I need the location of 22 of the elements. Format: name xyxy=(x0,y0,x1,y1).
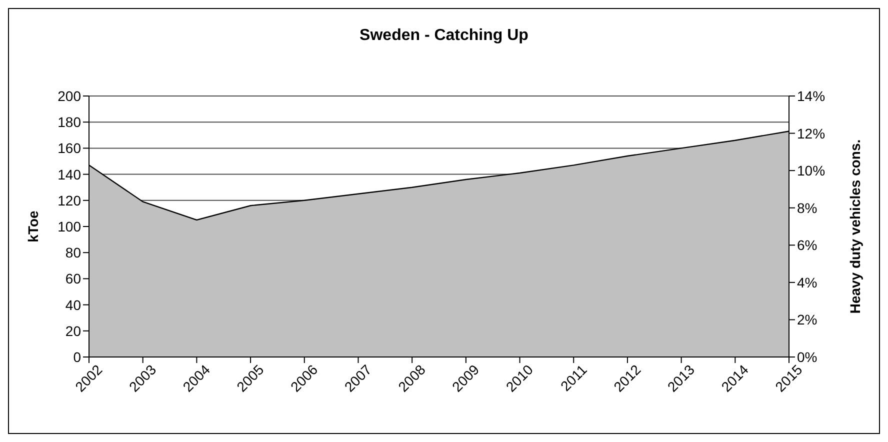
y2-tick-label: 2% xyxy=(797,312,818,328)
y2-tick-label: 4% xyxy=(797,274,818,290)
y-tick-label: 100 xyxy=(58,218,82,234)
y-tick-label: 80 xyxy=(65,244,82,261)
y-tick-label: 20 xyxy=(65,322,82,339)
y-tick-label: 120 xyxy=(58,192,82,208)
y2-axis-title: Heavy duty vehicles cons. xyxy=(846,139,863,314)
chart-title: Sweden - Catching Up xyxy=(358,27,530,45)
y-tick-label: 40 xyxy=(65,296,82,313)
y2-tick-label: 0% xyxy=(797,348,818,365)
y2-tick-label: 12% xyxy=(797,125,826,142)
y2-tick-label: 6% xyxy=(797,237,818,254)
y-tick-label: 160 xyxy=(58,140,82,156)
y-axis-title: kToe xyxy=(24,210,41,242)
y2-tick-label: 8% xyxy=(797,200,818,216)
y2-tick-label: 10% xyxy=(797,162,826,179)
y-tick-label: 200 xyxy=(58,88,82,104)
y-tick-label: 60 xyxy=(65,270,82,287)
y-tick-label: 140 xyxy=(58,166,82,182)
y-tick-label: 180 xyxy=(58,114,82,130)
y-tick-label: 0 xyxy=(73,348,82,365)
y2-tick-label: 14% xyxy=(797,88,826,104)
